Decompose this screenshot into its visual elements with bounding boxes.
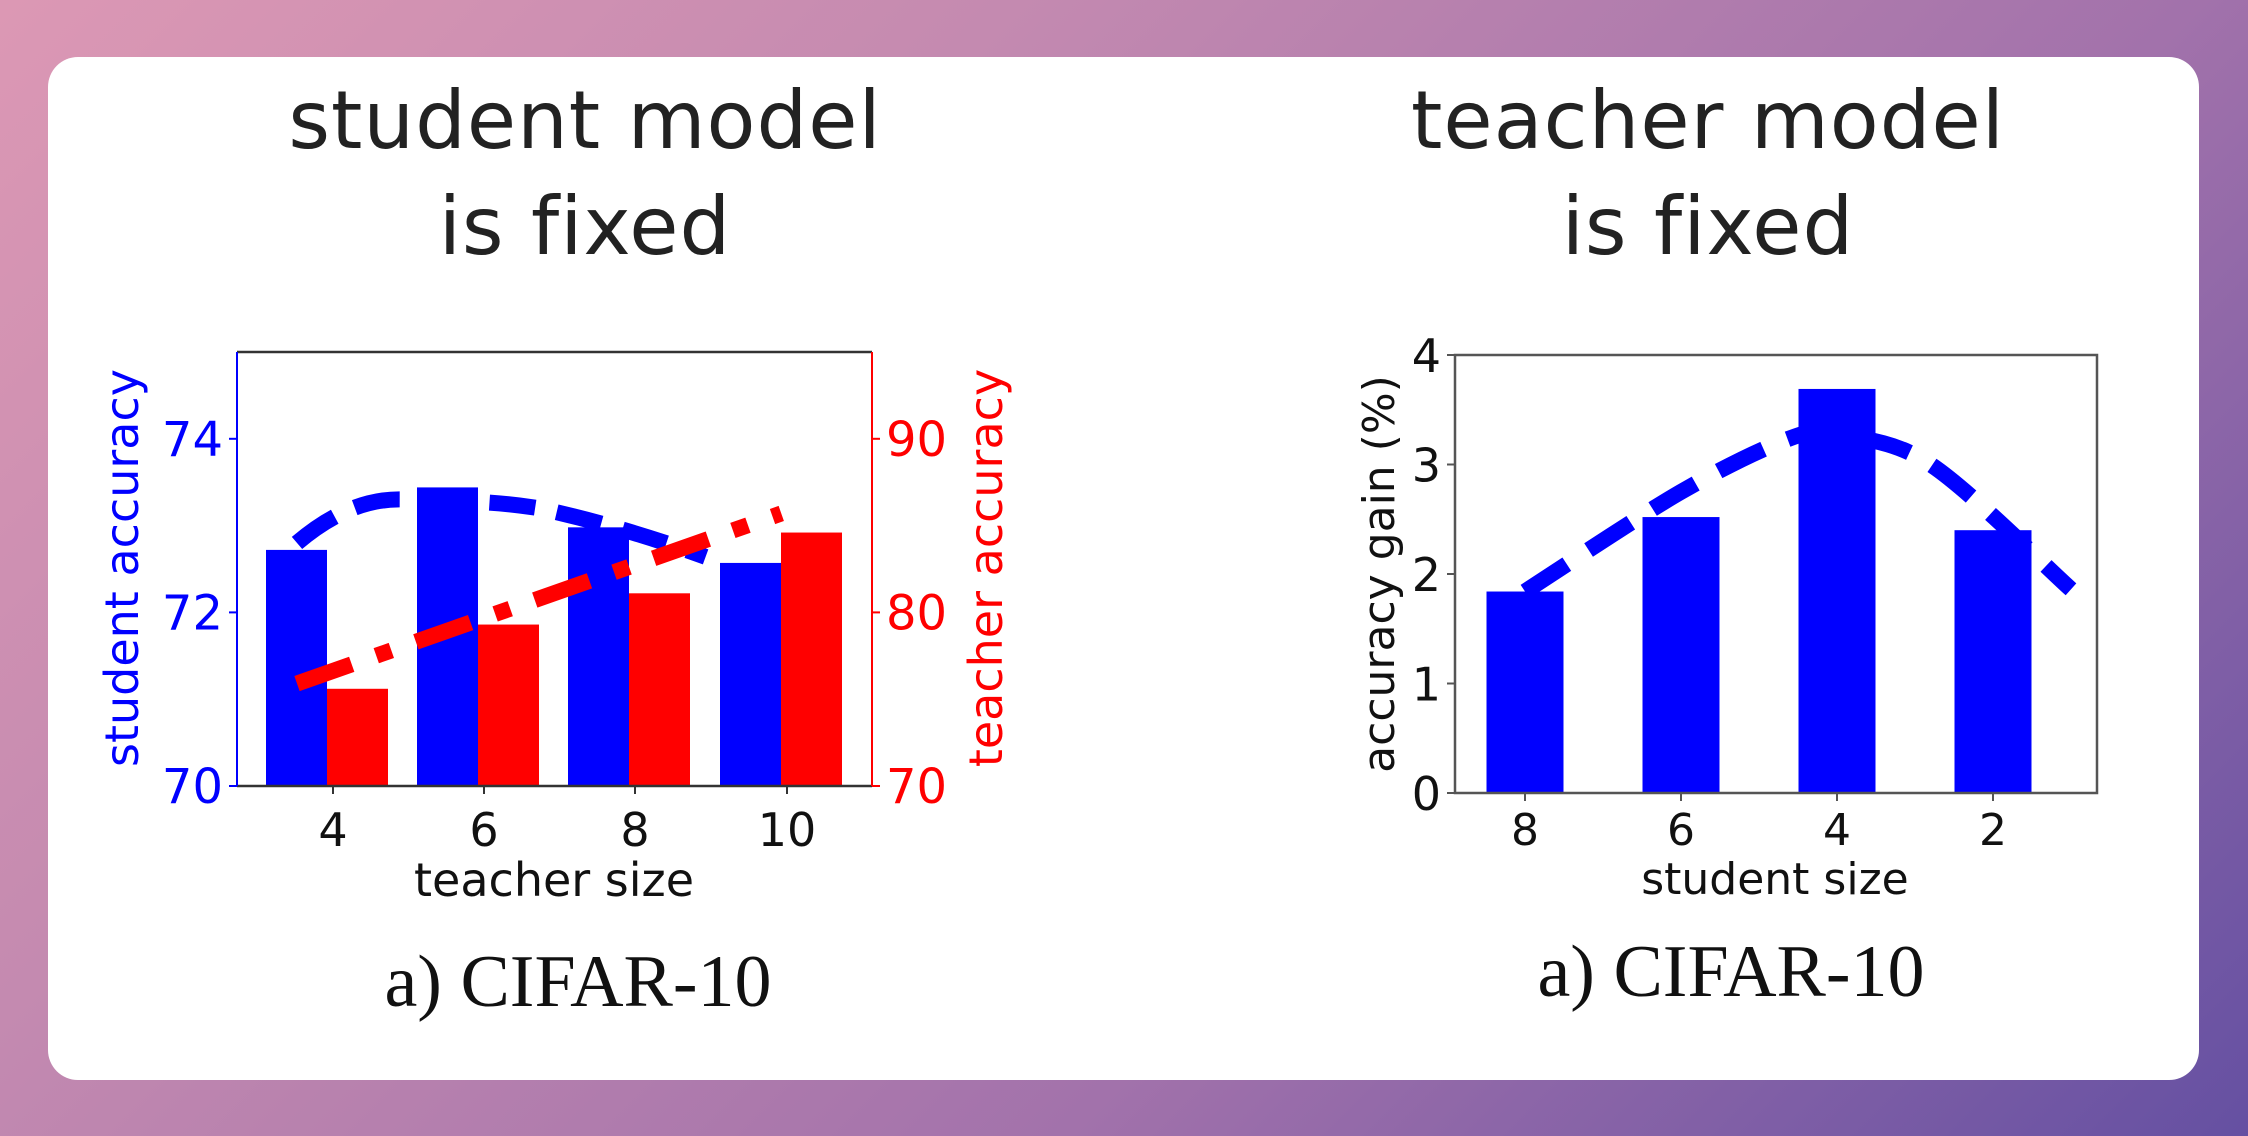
gain-trend-line (1520, 423, 2077, 599)
right-axes-group: 0 1 2 3 4 8 6 4 2 (1412, 329, 2099, 856)
y-tick-label: 4 (1412, 329, 1441, 383)
x-tick-label: 4 (318, 803, 347, 857)
right-caption: a) CIFAR-10 (1537, 931, 1925, 1013)
accuracy-gain-bar (1642, 517, 1720, 793)
left-axes-group: 70 72 74 70 80 90 4 6 8 10 (162, 350, 947, 857)
left-trendlines-group (291, 491, 784, 692)
y-tick-label: 1 (1412, 658, 1441, 712)
left-x-axis-label: teacher size (414, 853, 694, 907)
x-tick-label: 8 (1511, 805, 1539, 856)
left-y-axis-label: student accuracy (95, 369, 149, 767)
left-y-tick-label: 70 (162, 759, 223, 815)
teacher-accuracy-bar (781, 532, 842, 786)
x-tick-label: 10 (758, 803, 817, 857)
teacher-accuracy-bar (327, 688, 388, 786)
right-panel-title: teacher model is fixed (1408, 68, 2008, 280)
right-y-tick-label: 80 (886, 585, 947, 641)
teacher-accuracy-bar (478, 624, 539, 786)
student-trend-line (291, 491, 709, 565)
right-title-line1: teacher model (1411, 74, 2005, 167)
left-title-line1: student model (288, 74, 882, 167)
x-tick-label: 6 (1667, 805, 1695, 856)
student-accuracy-bar (720, 562, 781, 786)
left-bars-group (266, 487, 842, 786)
right-bars-group (1486, 388, 2032, 793)
left-title-line2: is fixed (438, 180, 732, 273)
left-y-tick-label: 74 (162, 412, 223, 468)
x-tick-label: 2 (1979, 805, 2007, 856)
left-caption: a) CIFAR-10 (384, 941, 772, 1023)
right-x-axis-label: student size (1641, 854, 1909, 905)
x-tick-label: 6 (469, 803, 498, 857)
left-y-right-axis-label: teacher accuracy (959, 369, 1013, 767)
right-y-axis-label: accuracy gain (%) (1354, 375, 1405, 773)
accuracy-gain-bar (1798, 388, 1876, 793)
x-tick-label: 4 (1823, 805, 1851, 856)
right-trendlines-group (1520, 423, 2077, 599)
left-y-tick-label: 72 (162, 585, 223, 641)
right-y-tick-label: 70 (886, 759, 947, 815)
teacher-trend-line (294, 505, 784, 692)
y-tick-label: 0 (1412, 767, 1441, 821)
x-tick-label: 8 (620, 803, 649, 857)
right-title-line2: is fixed (1561, 180, 1855, 273)
accuracy-gain-bar (1954, 530, 2032, 793)
accuracy-gain-bar (1486, 591, 1564, 793)
student-accuracy-bar (266, 549, 327, 786)
right-y-tick-label: 90 (886, 412, 947, 468)
y-tick-label: 3 (1412, 439, 1441, 493)
y-tick-label: 2 (1412, 548, 1441, 602)
teacher-accuracy-bar (629, 593, 690, 786)
left-panel-title: student model is fixed (285, 68, 885, 280)
